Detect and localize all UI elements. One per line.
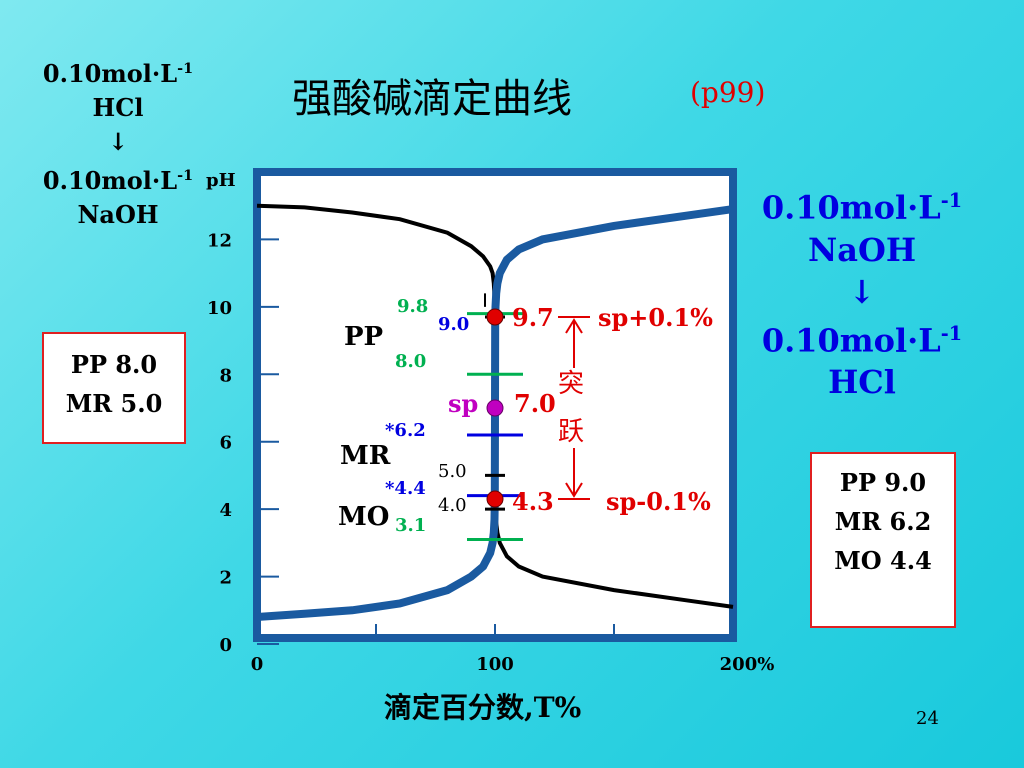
- left-analyte-concentration: 0.10mol·L-1: [42, 166, 194, 195]
- mo-label: MO: [338, 502, 389, 532]
- right-titration-description: 0.10mol·L-1 NaOH ↓ 0.10mol·L-1 HCl: [752, 180, 972, 403]
- tick-group: 0 2 4 6 8 10 12 0 100 200%: [207, 230, 774, 675]
- jump-label-1: 突: [558, 369, 584, 399]
- mr-label: MR: [340, 441, 391, 471]
- y-axis-label: pH: [206, 170, 236, 191]
- sp-plus-value: 9.7: [512, 303, 554, 332]
- right-box-line: MO 4.4: [834, 546, 932, 575]
- page-reference: (p99): [690, 76, 766, 109]
- sp-label: sp: [448, 389, 478, 418]
- jump-arrowhead-down: [565, 482, 583, 498]
- left-box-line: PP 8.0: [70, 350, 158, 379]
- right-box-line: PP 9.0: [839, 468, 927, 497]
- mr-bottom-value: *4.4: [385, 478, 426, 499]
- right-analyte: HCl: [828, 363, 896, 402]
- y-tick-label: 0: [219, 635, 232, 656]
- pp-top-value: 9.8: [397, 296, 428, 317]
- right-titrant-concentration: 0.10mol·L-1: [761, 188, 963, 227]
- left-arrow: ↓: [107, 127, 129, 156]
- y-tick-label: 2: [219, 568, 232, 589]
- endpoint-4-label: 4.0: [438, 495, 467, 516]
- x-tick-label: 200%: [720, 654, 775, 675]
- left-titrant: HCl: [92, 93, 144, 122]
- left-titrant-concentration: 0.10mol·L-1: [42, 59, 194, 88]
- sp-minus-point: [486, 490, 504, 508]
- sp-plus-point: [486, 308, 504, 326]
- mr-top-value: *6.2: [385, 420, 426, 441]
- y-tick-label: 8: [219, 365, 232, 386]
- y-tick-label: 6: [219, 433, 232, 454]
- jump-arrowhead-up: [565, 318, 583, 334]
- naoh-titrates-hcl-curve: [256, 205, 734, 621]
- jump-label-2: 跃: [558, 417, 584, 447]
- pp-label: PP: [344, 322, 383, 352]
- sp-point: [486, 399, 504, 417]
- y-tick-label: 10: [207, 298, 232, 319]
- slide-number: 24: [916, 708, 939, 729]
- right-analyte-concentration: 0.10mol·L-1: [761, 321, 963, 360]
- x-tick-label: 100: [476, 654, 514, 675]
- left-box-line: MR 5.0: [65, 389, 163, 418]
- sp-value: 7.0: [514, 389, 556, 418]
- left-titration-description: 0.10mol·L-1 HCl ↓ 0.10mol·L-1 NaOH: [18, 52, 218, 232]
- curve-group: [256, 203, 734, 621]
- annotation-group: PP MR MO 9.8 8.0 9.0 *6.2 *4.4 3.1 5.0 4.0 9.7 sp+0.…: [338, 293, 713, 541]
- x-axis-label: 滴定百分数,T%: [384, 691, 582, 724]
- sp-plus-label: sp+0.1%: [598, 303, 713, 332]
- left-analyte: NaOH: [77, 200, 159, 229]
- right-titrant: NaOH: [807, 230, 917, 269]
- x-tick-label: 0: [251, 654, 264, 675]
- right-indicator-box: PP 9.0 MR 6.2 MO 4.4: [810, 452, 956, 628]
- mo-bottom-value: 3.1: [395, 515, 426, 536]
- left-indicator-box: PP 8.0 MR 5.0: [42, 332, 186, 444]
- y-tick-label: 4: [219, 500, 232, 521]
- pp-mid-value: 9.0: [438, 314, 469, 335]
- sp-minus-value: 4.3: [512, 487, 554, 516]
- sp-minus-label: sp-0.1%: [606, 487, 711, 516]
- right-arrow: ↓: [848, 272, 876, 311]
- right-box-line: MR 6.2: [834, 507, 932, 536]
- slide-title: 强酸碱滴定曲线: [292, 76, 572, 122]
- y-tick-label: 12: [207, 230, 232, 251]
- endpoint-5-label: 5.0: [438, 461, 467, 482]
- pp-bottom-value: 8.0: [395, 351, 426, 372]
